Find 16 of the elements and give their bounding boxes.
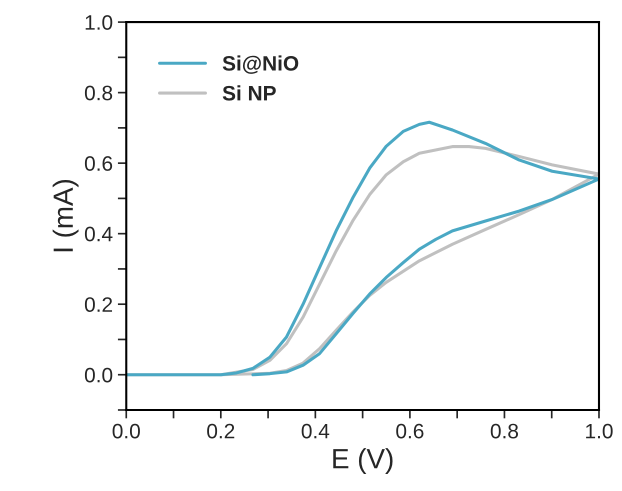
y-tick-label: 1.0 [86, 15, 112, 30]
x-tick-label: 0.6 [396, 424, 424, 438]
legend-label: Si@NiO [222, 55, 298, 74]
x-axis-title: E (V) [333, 448, 393, 474]
x-tick-label: 0.4 [302, 424, 330, 438]
x-tick-label: 0.0 [112, 424, 140, 438]
x-tick-label: 1.0 [586, 424, 613, 438]
y-tick-label: 0.2 [84, 297, 112, 312]
y-tick-label: 0.8 [84, 86, 112, 100]
y-axis-title: I (mA) [52, 180, 79, 252]
legend-label: Si NP [222, 85, 276, 101]
x-tick-label: 0.2 [207, 424, 234, 438]
x-tick-label: 0.8 [490, 424, 518, 438]
y-tick-label: 0.6 [84, 156, 112, 171]
y-tick-label: 0.0 [84, 368, 112, 382]
y-tick-label: 0.4 [84, 226, 112, 242]
